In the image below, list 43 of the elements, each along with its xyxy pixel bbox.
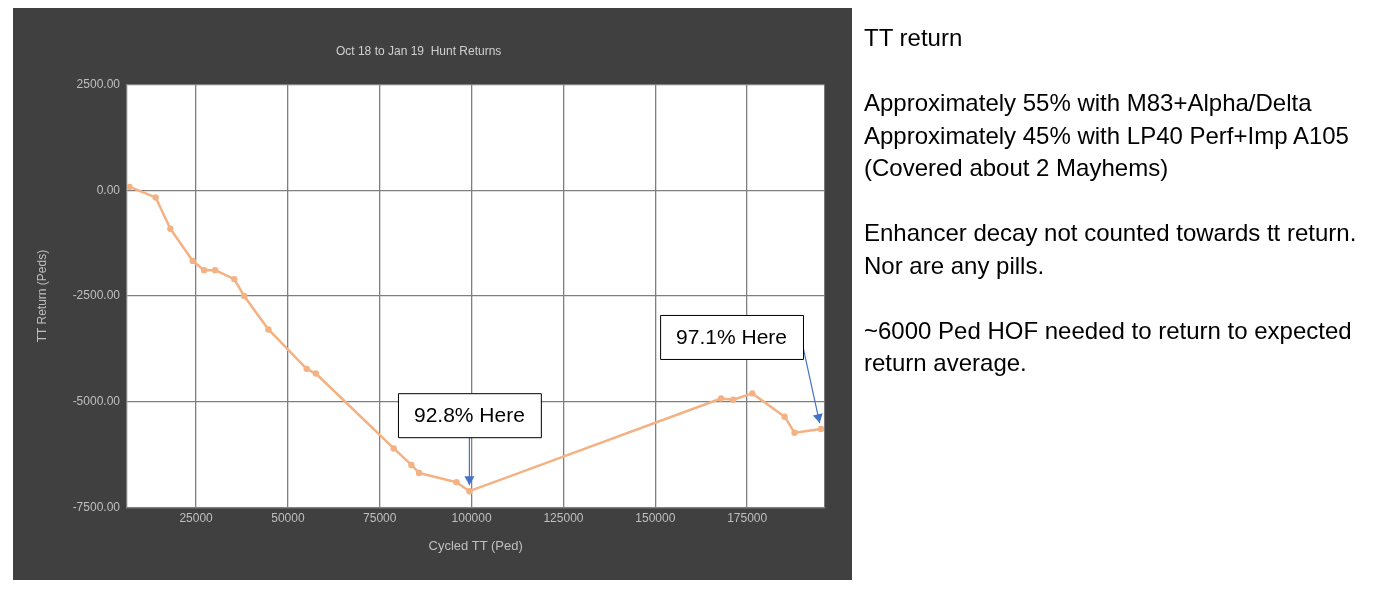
point	[390, 445, 397, 452]
x-tick-label: 100000	[451, 511, 492, 526]
point	[729, 396, 737, 403]
x-tick-label: 150000	[635, 511, 676, 526]
y-axis-title: TT Return (Peds)	[35, 249, 50, 343]
point	[466, 487, 473, 495]
y-tick-label: 0.00	[96, 182, 121, 197]
annotation: 92.8% Here	[413, 402, 525, 426]
point	[749, 390, 756, 397]
text: TT return	[864, 23, 964, 53]
point	[408, 461, 415, 469]
point	[265, 326, 272, 333]
text: Enhancer decay not counted towards tt return. Nor are any pills.	[864, 218, 1358, 281]
y-tick-label: 2500.00	[76, 76, 121, 91]
point	[211, 267, 219, 274]
x-tick-label: 25000	[179, 511, 214, 526]
point	[415, 469, 423, 477]
point	[127, 183, 133, 191]
point	[189, 257, 196, 265]
y-tick-label: -5000.00	[72, 394, 121, 409]
y-tick-label: -2500.00	[72, 288, 121, 303]
point	[781, 413, 788, 420]
x-tick-label: 50000	[271, 511, 305, 526]
chart-title: Oct 18 to Jan 19 Hunt Returns	[335, 43, 502, 58]
x-tick-label: 125000	[543, 511, 584, 526]
point	[791, 429, 798, 436]
point	[453, 479, 460, 486]
point	[303, 365, 310, 373]
x-axis-title: Cycled TT (Ped)	[428, 538, 523, 554]
annotation: 97.1% Here	[676, 324, 787, 348]
point	[312, 370, 320, 377]
point	[241, 292, 248, 300]
x-tick-label: 175000	[727, 511, 768, 526]
point	[717, 395, 725, 402]
point	[200, 267, 208, 274]
text: Approximately 55% with M83+Alpha/Delta Approximately 45% with LP40 Perf+Imp A105 (Covered about 2 Mayhems)	[864, 88, 1350, 183]
point	[167, 225, 174, 232]
text: ~6000 Ped HOF needed to return to expected return average.	[864, 315, 1353, 378]
y-tick-label: -7500.00	[72, 500, 121, 515]
point	[817, 425, 825, 433]
x-tick-label: 75000	[363, 511, 397, 526]
point	[152, 194, 159, 201]
point	[231, 275, 238, 283]
